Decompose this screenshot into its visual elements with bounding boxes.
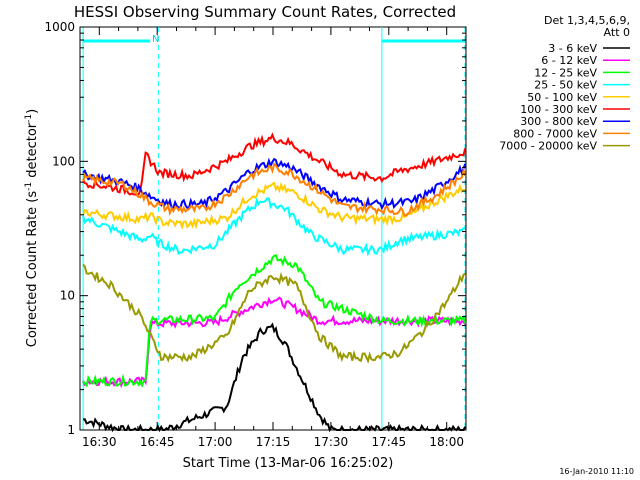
series-line-8 — [82, 263, 466, 364]
y-axis-label-end: ) — [25, 109, 40, 114]
series-line-7 — [82, 162, 467, 217]
chart-title: HESSI Observing Summary Count Rates, Cor… — [74, 3, 456, 21]
vertical-markers — [82, 27, 466, 430]
legend-label-2: 12 - 25 keV — [534, 66, 597, 79]
x-tick-label: 17:45 — [372, 435, 407, 449]
series-line-0 — [83, 322, 467, 433]
legend-label-1: 6 - 12 keV — [541, 54, 597, 67]
y-tick-label: 1000 — [44, 20, 75, 34]
legend-header-1: Det 1,3,4,5,6,9, — [544, 14, 630, 27]
y-axis: 1 10 100 1000 — [44, 20, 466, 437]
x-tick-label: 18:00 — [429, 435, 464, 449]
x-tick-label: 17:15 — [256, 435, 291, 449]
series-line-2 — [82, 254, 467, 388]
series-line-1 — [82, 296, 467, 389]
y-tick-label: 10 — [60, 289, 75, 303]
x-tick-label: 17:30 — [314, 435, 349, 449]
plot-frame — [79, 26, 467, 431]
legend-label-7: 800 - 7000 keV — [513, 127, 597, 140]
series-line-5 — [82, 132, 467, 196]
legend-label-0: 3 - 6 keV — [548, 42, 597, 55]
series-lines — [82, 132, 467, 433]
y-axis-label-mid: detector — [25, 122, 40, 182]
x-axis-label: Start Time (13-Mar-06 16:25:02) — [183, 456, 394, 471]
legend-label-5: 100 - 300 keV — [520, 103, 597, 116]
legend-label-4: 50 - 100 keV — [527, 91, 597, 104]
legend-label-6: 300 - 800 keV — [520, 115, 597, 128]
timestamp: 16-Jan-2010 11:10 — [559, 467, 634, 476]
annotation-n: N — [152, 34, 159, 45]
legend-header-2: Att 0 — [604, 26, 630, 39]
x-axis: 16:30 16:45 17:00 17:15 17:30 17:45 18:00 — [79, 27, 464, 449]
series-line-4 — [82, 181, 466, 230]
y-tick-label: 1 — [67, 423, 75, 437]
y-axis-label-sup2: -1 — [24, 114, 34, 123]
x-tick-label: 16:30 — [82, 435, 117, 449]
y-axis-label-main: Corrected Count Rate (s — [25, 191, 40, 348]
y-axis-label-sup1: -1 — [24, 182, 34, 191]
series-line-3 — [82, 197, 466, 257]
x-tick-label: 16:45 — [140, 435, 175, 449]
x-tick-label: 17:00 — [198, 435, 233, 449]
y-tick-label: 100 — [52, 154, 75, 168]
legend-label-3: 25 - 50 keV — [534, 79, 597, 92]
y-axis-label: Corrected Count Rate (s-1 detector-1) — [24, 109, 40, 347]
legend-label-8: 7000 - 20000 keV — [499, 140, 597, 153]
